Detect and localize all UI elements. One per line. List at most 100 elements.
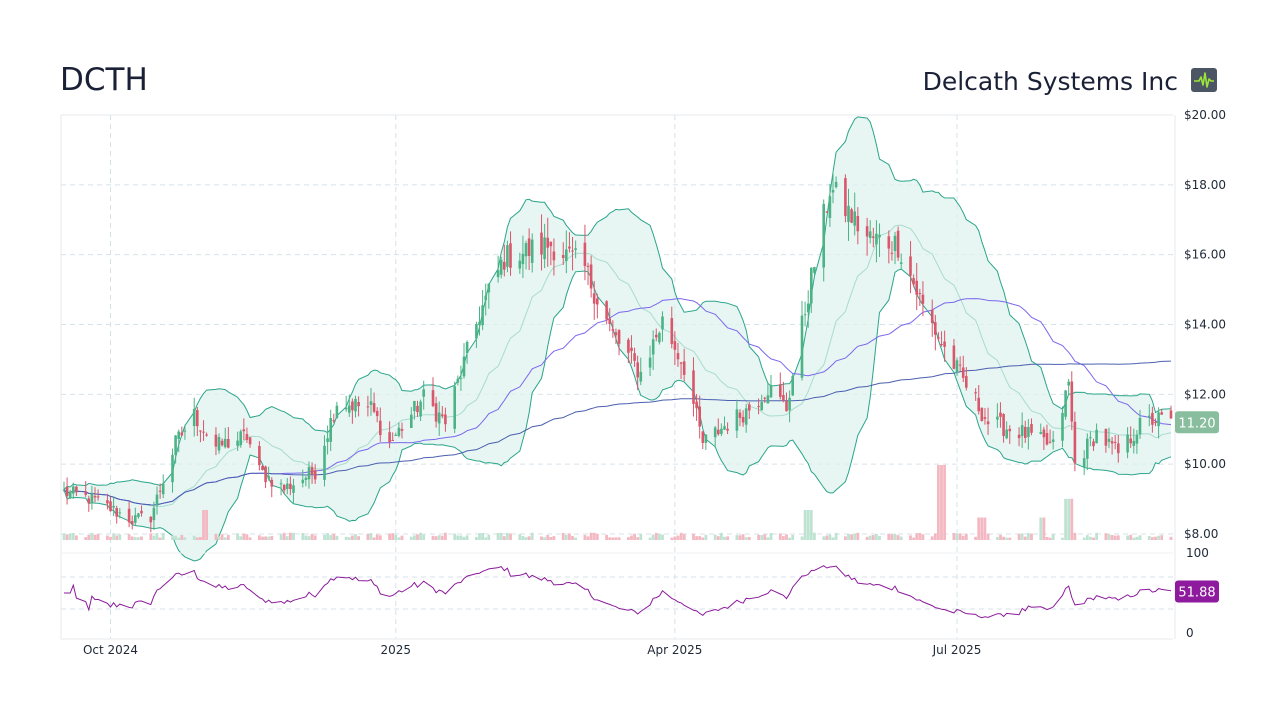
candle-body <box>999 412 1002 417</box>
volume-bar <box>611 537 615 540</box>
volume-bar <box>366 534 370 540</box>
candle-body <box>592 293 596 304</box>
volume-bar <box>940 465 943 540</box>
candle-body <box>72 486 75 494</box>
volume-bar <box>757 534 760 540</box>
sma-long-line <box>63 360 1172 506</box>
candle-body <box>617 330 621 344</box>
candle-body <box>639 371 643 382</box>
volume-bar <box>372 537 376 540</box>
price-tick-label: $16.00 <box>1184 248 1226 262</box>
volume-bar <box>304 535 308 540</box>
candle-body <box>214 434 218 447</box>
volume-bar <box>738 535 742 540</box>
volume-bar <box>112 533 115 540</box>
candle-body <box>487 283 491 293</box>
volume-bar <box>214 533 218 540</box>
volume-bar <box>509 533 512 540</box>
candle-body <box>872 236 875 238</box>
volume-bar <box>332 533 336 540</box>
volume-bar <box>958 533 962 540</box>
volume-bar <box>673 536 677 540</box>
volume-bar <box>785 534 788 540</box>
volume-bar <box>456 535 460 540</box>
volume-bar <box>183 537 187 540</box>
candle-body <box>1051 439 1055 442</box>
candle-body <box>655 334 658 338</box>
volume-bar <box>713 534 717 540</box>
volume-bar <box>800 536 804 540</box>
candle-body <box>422 389 425 397</box>
candle-body <box>834 181 838 188</box>
volume-bar <box>335 535 339 540</box>
candle-body <box>217 437 221 451</box>
volume-bar <box>806 510 810 540</box>
candle-body <box>462 356 466 377</box>
volume-bar <box>952 533 956 540</box>
volume-bar <box>1129 534 1133 540</box>
volume-bar <box>226 534 230 540</box>
candle-body <box>676 353 680 360</box>
candle-body <box>192 408 196 426</box>
volume-bar <box>893 533 897 540</box>
volume-bar <box>574 537 577 540</box>
candle-body <box>636 362 639 378</box>
candle-body <box>413 401 416 412</box>
volume-bar <box>1126 535 1129 540</box>
candle-body <box>589 264 593 289</box>
candle-body <box>822 203 825 268</box>
candle-body <box>245 434 249 440</box>
candle-body <box>158 490 162 492</box>
volume-bar <box>155 533 159 540</box>
volume-bar <box>149 533 153 540</box>
candle-body <box>149 516 153 523</box>
volume-bar <box>434 536 438 540</box>
candle-body <box>65 486 69 496</box>
volume-bar <box>416 534 419 540</box>
volume-bar <box>1160 535 1164 540</box>
candle-body <box>509 243 512 268</box>
candle-body <box>974 392 977 394</box>
volume-bar <box>1061 537 1064 540</box>
candle-body <box>137 513 140 517</box>
candle-body <box>372 403 376 412</box>
volume-bar <box>540 536 543 540</box>
volume-bar <box>692 533 695 540</box>
candle-body <box>983 417 987 419</box>
candle-body <box>571 250 574 252</box>
candle-body <box>375 410 379 417</box>
volume-bar <box>239 536 243 540</box>
volume-bar <box>1023 536 1027 540</box>
volume-bar <box>614 537 618 540</box>
candle-body <box>329 418 332 442</box>
volume-bar <box>1157 535 1160 540</box>
candle-body <box>806 303 810 313</box>
candle-body <box>313 470 317 480</box>
candle-body <box>140 510 143 514</box>
rsi-line <box>64 565 1172 619</box>
candle-body <box>326 438 329 442</box>
candle-body <box>301 479 305 484</box>
volume-bar <box>1002 536 1005 540</box>
candle-body <box>1151 412 1154 425</box>
candle-body <box>1086 438 1089 459</box>
candle-body <box>84 491 87 495</box>
current-rsi-badge <box>1175 580 1219 603</box>
volume-bar <box>409 536 413 540</box>
candle-body <box>521 253 525 265</box>
candle-body <box>441 414 444 416</box>
candle-body <box>419 401 422 417</box>
volume-bar <box>65 534 69 540</box>
volume-bar <box>1169 536 1173 540</box>
volume-bar <box>679 532 683 540</box>
volume-bar <box>630 535 633 540</box>
candle-body <box>788 397 791 411</box>
chart-grid <box>60 114 1176 640</box>
volume-bar <box>1151 537 1154 540</box>
volume-bar <box>1042 517 1046 540</box>
candle-body <box>1039 432 1043 434</box>
volume-bar <box>633 533 636 540</box>
candle-body <box>1005 429 1008 439</box>
volume-bar <box>351 535 354 540</box>
